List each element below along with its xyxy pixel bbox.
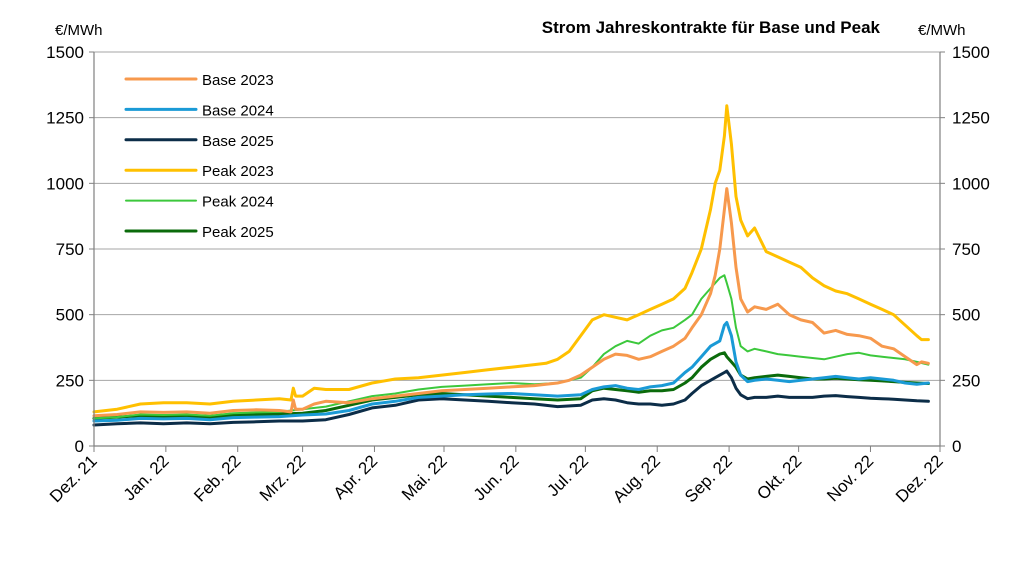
legend-label-base-2025: Base 2025 <box>202 133 274 150</box>
y-tick-label-left: 250 <box>56 371 84 390</box>
y-tick-label-right: 750 <box>952 240 980 259</box>
y-tick-label-left: 1000 <box>46 174 84 193</box>
y-axis-unit-right: €/MWh <box>918 22 966 39</box>
y-tick-label-right: 1500 <box>952 43 990 62</box>
y-tick-label-right: 0 <box>952 437 961 456</box>
legend: Base 2023 Base 2024 Base 2025 Peak 2023 Peak… <box>124 72 274 241</box>
legend-label-peak-2024: Peak 2024 <box>202 194 274 211</box>
y-tick-label-left: 0 <box>75 437 84 456</box>
series-line-base-2023 <box>92 187 930 418</box>
legend-label-base-2023: Base 2023 <box>202 72 274 89</box>
y-tick-label-left: 750 <box>56 240 84 259</box>
y-axis-unit-left: €/MWh <box>55 22 103 39</box>
y-tick-label-right: 1000 <box>952 174 990 193</box>
y-tick-label-left: 1250 <box>46 109 84 128</box>
series-lines <box>92 104 930 427</box>
series-line-peak-2023 <box>92 104 930 414</box>
series-line-peak-2024 <box>93 274 930 420</box>
axes <box>89 51 945 452</box>
chart-title: Strom Jahreskontrakte für Base und Peak <box>542 18 881 37</box>
y-tick-label-right: 250 <box>952 371 980 390</box>
series-line-base-2025 <box>92 369 930 427</box>
y-tick-label-left: 500 <box>56 306 84 325</box>
legend-label-peak-2025: Peak 2025 <box>202 224 274 241</box>
y-tick-label-left: 1500 <box>46 43 84 62</box>
legend-label-base-2024: Base 2024 <box>202 102 274 119</box>
y-tick-label-right: 500 <box>952 306 980 325</box>
legend-label-peak-2023: Peak 2023 <box>202 163 274 180</box>
y-tick-label-right: 1250 <box>952 109 990 128</box>
series-line-base-2024 <box>92 321 930 423</box>
